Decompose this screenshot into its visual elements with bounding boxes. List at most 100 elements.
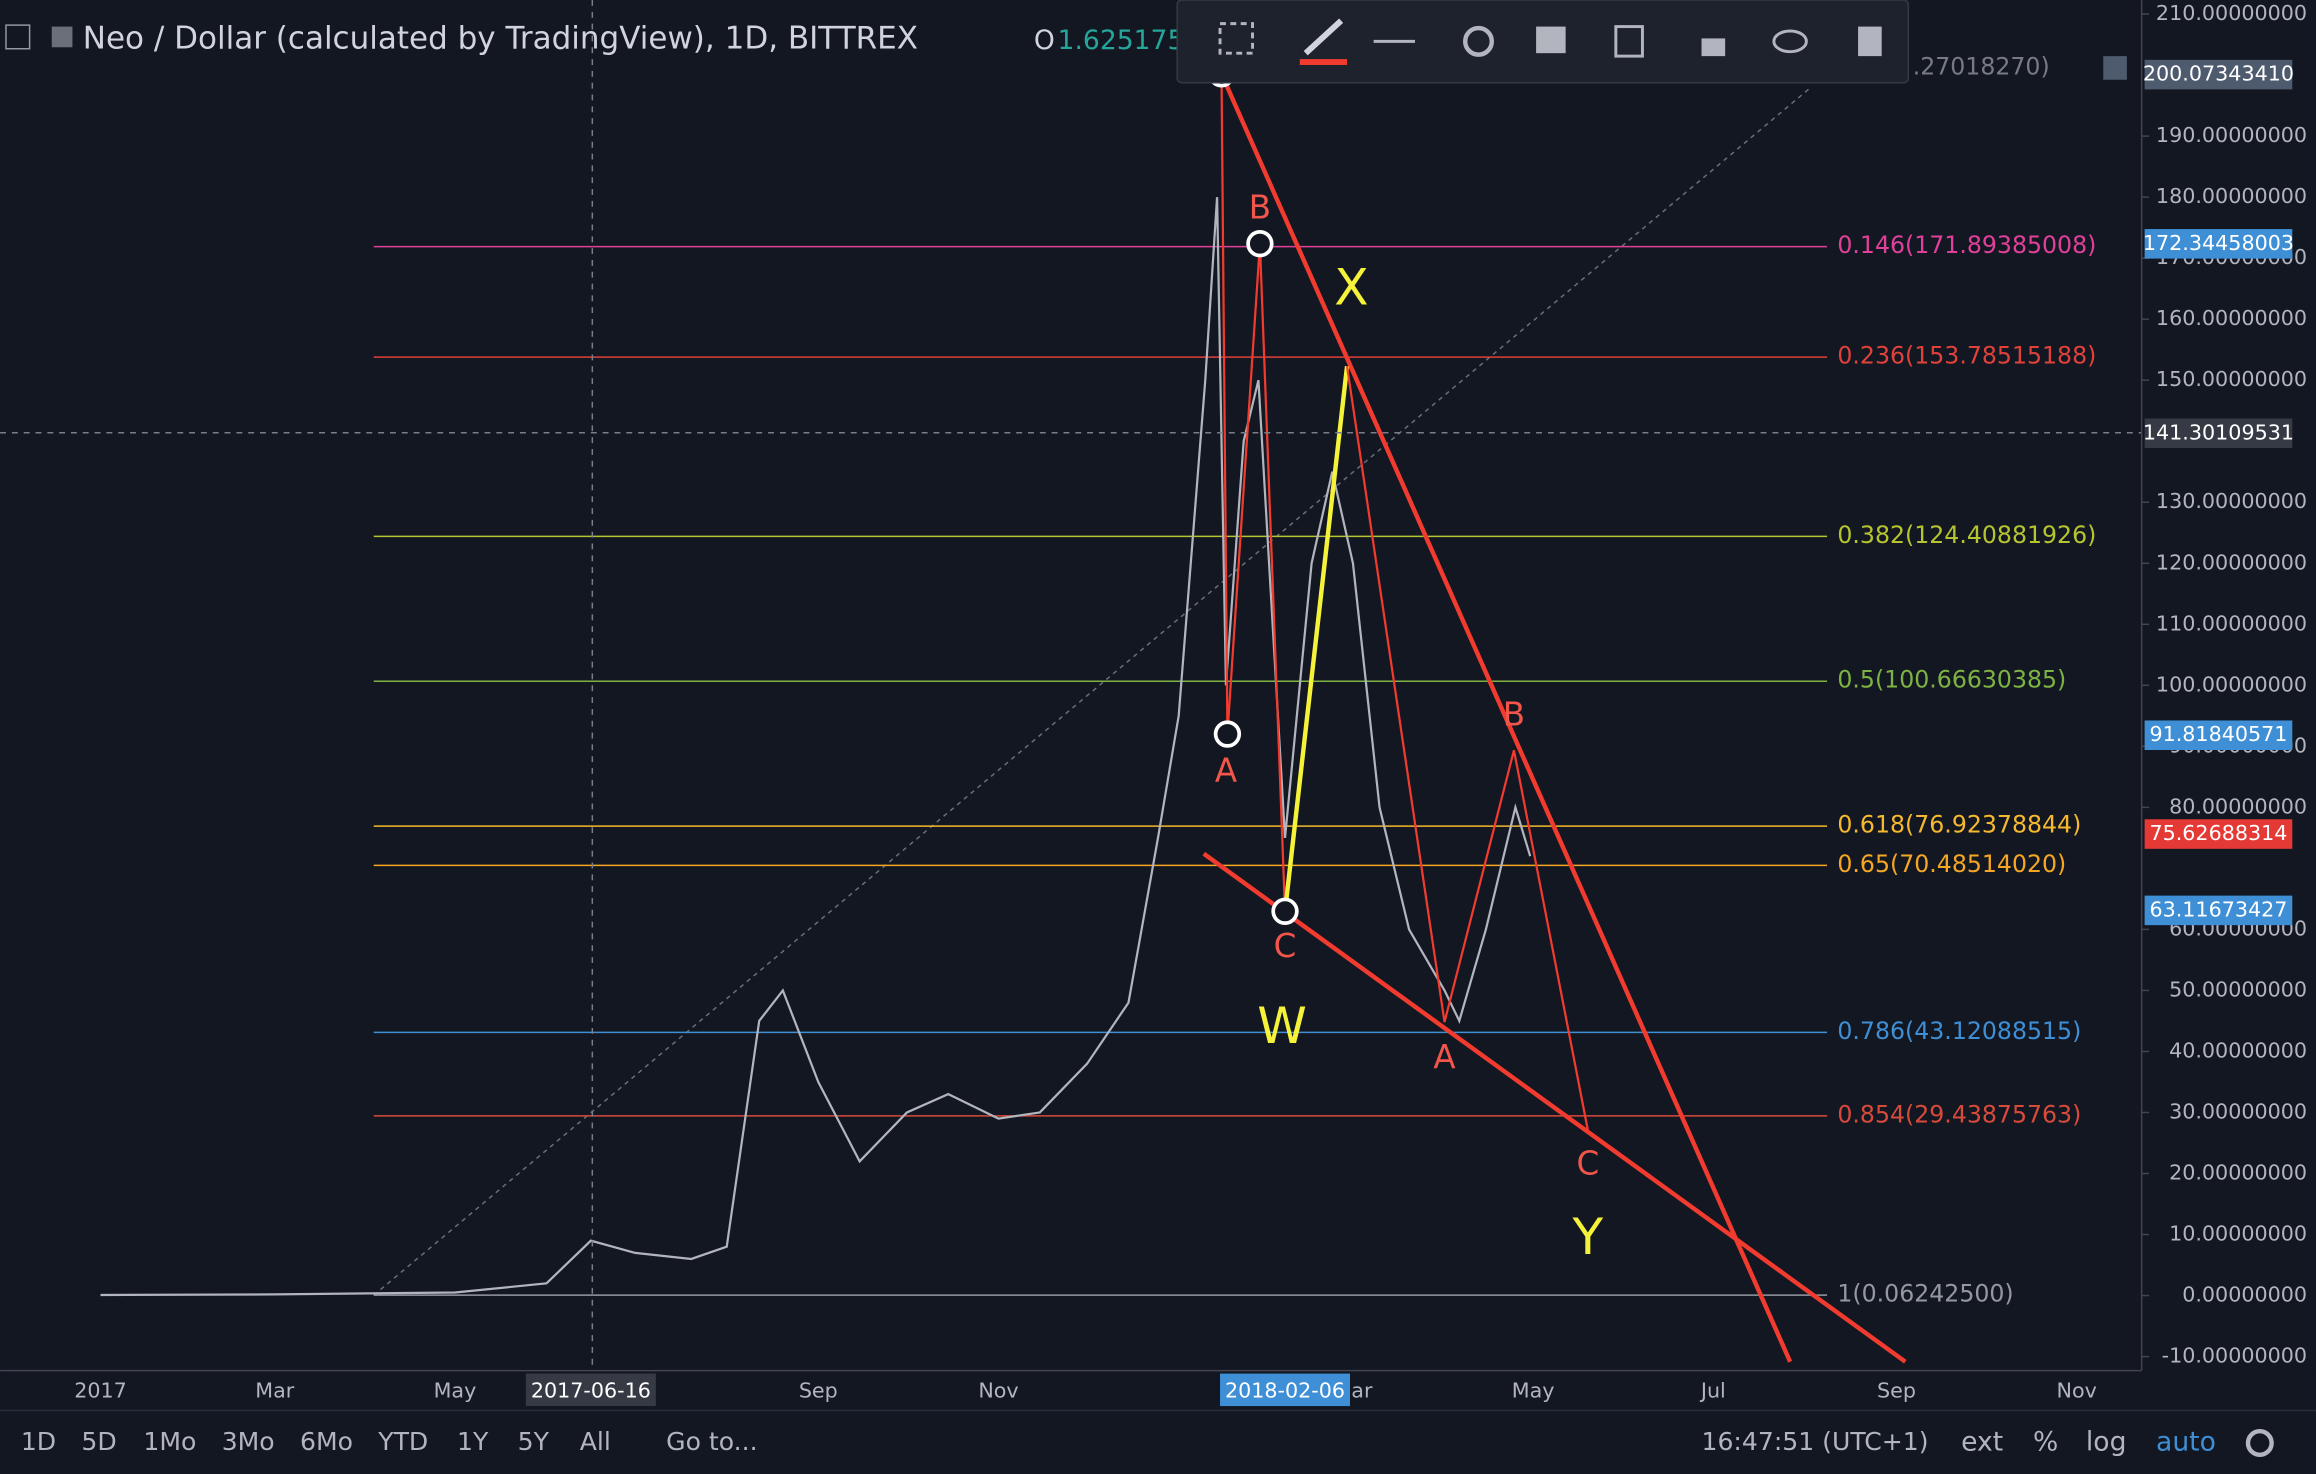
range-button[interactable]: YTD	[377, 1427, 428, 1456]
settings-tool[interactable]	[1462, 25, 1495, 57]
x-tick-label: Sep	[1877, 1378, 1916, 1402]
scale-icon[interactable]	[2103, 56, 2127, 80]
x-tick-label: Jul	[1699, 1378, 1726, 1402]
x-tick-label: Mar	[255, 1378, 294, 1402]
fib-label: 0.236(153.78515188)	[1837, 342, 2096, 370]
range-button[interactable]: 6Mo	[300, 1427, 353, 1456]
clock: 16:47:51 (UTC+1)	[1702, 1427, 1929, 1456]
y-tick-label: 190.00000000	[2156, 123, 2307, 147]
range-button[interactable]: 5D	[81, 1427, 116, 1456]
wave-line	[1282, 366, 1350, 912]
footer: 1D 5D 1Mo 3Mo 6Mo YTD 1Y 5Y All Go to... 16:47:51 …	[21, 1426, 2274, 1458]
wave-label: A	[1433, 1038, 1455, 1076]
symbol-title[interactable]: Neo / Dollar (calculated by TradingView)…	[83, 20, 918, 56]
symbol-icon	[51, 26, 73, 48]
range-button[interactable]: 5Y	[518, 1427, 550, 1456]
scale-option[interactable]: %	[2033, 1426, 2058, 1457]
scale-option[interactable]: log	[2086, 1426, 2127, 1457]
x-tick-label: Nov	[978, 1378, 1018, 1402]
price-badge	[2144, 819, 2293, 849]
pen-tool[interactable]	[1303, 18, 1344, 56]
price-line	[100, 197, 1532, 1297]
delete-tool[interactable]	[1858, 26, 1882, 57]
handle[interactable]	[1246, 230, 1274, 258]
time-axis	[0, 1370, 2316, 1474]
range-button[interactable]: 1Y	[457, 1427, 489, 1456]
y-tick-label: 110.00000000	[2156, 611, 2307, 635]
price-badge-label: 75.62688314	[2149, 821, 2287, 845]
wave-line	[1220, 73, 1287, 912]
y-tick-label: 40.00000000	[2169, 1038, 2307, 1062]
y-tick-label: 80.00000000	[2169, 794, 2307, 818]
handle[interactable]	[1271, 897, 1299, 925]
clone-tool[interactable]	[1614, 25, 1644, 58]
ohlc-value: 1.625175	[1058, 25, 1185, 56]
layers-tool[interactable]	[1536, 26, 1566, 54]
y-tick-label: 0.00000000	[2182, 1283, 2307, 1307]
wave-label: C	[1274, 927, 1297, 965]
collapse-icon[interactable]	[5, 24, 31, 50]
goto-button[interactable]: Go to...	[666, 1427, 757, 1456]
wave-label: B	[1249, 189, 1271, 227]
fib-label: 0.65(70.48514020)	[1837, 850, 2066, 878]
wave-label: A	[1215, 751, 1237, 789]
range-button[interactable]: All	[580, 1427, 611, 1456]
fib-label: 1(0.06242500)	[1837, 1280, 2013, 1308]
range-button[interactable]: 1D	[21, 1427, 56, 1456]
y-tick-label: 210.00000000	[2156, 1, 2307, 25]
price-badge	[2144, 720, 2293, 751]
visibility-tool[interactable]	[1772, 29, 1808, 54]
date-badge-label: 2018-02-06	[1225, 1378, 1345, 1402]
price-badge-label: 200.07343410	[2143, 62, 2294, 86]
price-badge-label: 172.34458003	[2143, 231, 2294, 255]
y-tick-label: 10.00000000	[2169, 1222, 2307, 1246]
wave-label: C	[1576, 1144, 1599, 1182]
price-badge	[2144, 59, 2293, 90]
fib-label: 0.618(76.92378844)	[1837, 811, 2081, 839]
wave-label: B	[1503, 695, 1525, 733]
range-button[interactable]: 3Mo	[222, 1427, 275, 1456]
y-tick-label: 160.00000000	[2156, 306, 2307, 330]
lock-tool[interactable]	[1701, 38, 1726, 57]
price-badge-label: 141.30109531	[2143, 420, 2294, 444]
trend-line	[1202, 851, 1907, 1364]
y-tick-label: 180.00000000	[2156, 184, 2307, 208]
x-tick-label: Sep	[799, 1378, 838, 1402]
select-tool[interactable]	[1218, 22, 1255, 55]
handle[interactable]	[1213, 720, 1242, 748]
y-tick-label: -10.00000000	[2162, 1344, 2307, 1368]
fib-label: 0.382(124.40881926)	[1837, 521, 2096, 549]
date-badge	[525, 1373, 656, 1407]
wave-line	[1345, 366, 1589, 1131]
wave-label: W	[1257, 996, 1307, 1055]
y-tick-label: 20.00000000	[2169, 1161, 2307, 1185]
scale-option[interactable]: ext	[1961, 1426, 2003, 1457]
scale-option[interactable]: auto	[2156, 1426, 2216, 1457]
trend-helper	[373, 88, 1810, 1296]
header: Neo / Dollar (calculated by TradingView)…	[5, 20, 2127, 80]
axis-labels: 210.00000000190.00000000180.00000000170.…	[74, 1, 2307, 1407]
price-badge-label: 91.81840571	[2149, 722, 2287, 746]
settings-button[interactable]	[2245, 1428, 2274, 1458]
price-badge	[2144, 229, 2293, 259]
fib-label: 0.854(29.43875763)	[1837, 1100, 2081, 1128]
price-badge	[2144, 418, 2293, 449]
x-tick-label: Nov	[2057, 1378, 2097, 1402]
y-tick-label: 30.00000000	[2169, 1099, 2307, 1123]
y-tick-label: 150.00000000	[2156, 367, 2307, 391]
date-badge-label: 2017-06-16	[531, 1378, 651, 1402]
y-tick-label: 130.00000000	[2156, 489, 2307, 513]
wave-label: Y	[1571, 1207, 1603, 1266]
plot	[100, 197, 1532, 1297]
range-button[interactable]: 1Mo	[143, 1427, 196, 1456]
price-badge	[2144, 895, 2293, 926]
y-tick-label: 100.00000000	[2156, 672, 2307, 696]
y-tick-label: 120.00000000	[2156, 550, 2307, 574]
study-value: .27018270)	[1913, 52, 2050, 80]
wave-label: X	[1334, 257, 1368, 316]
fib-label: 0.786(43.12088515)	[1837, 1017, 2081, 1045]
